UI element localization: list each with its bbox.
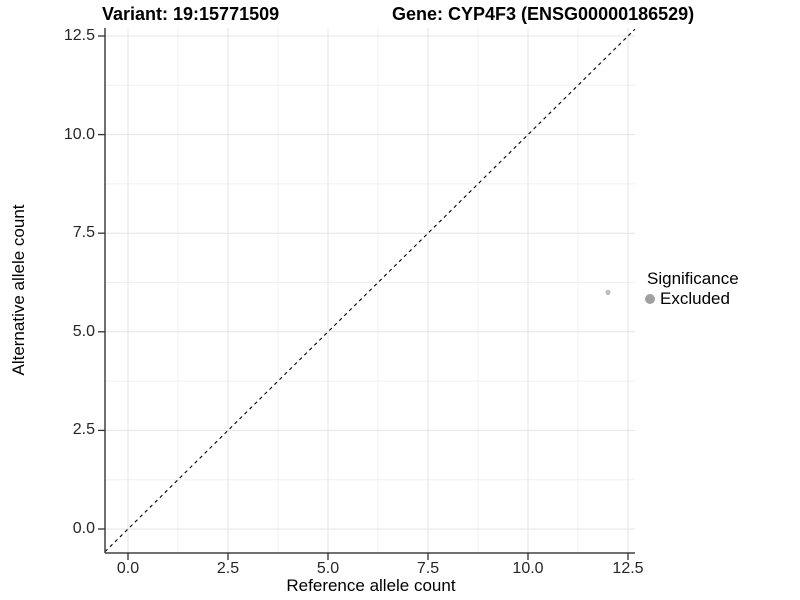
identity-line [104,28,636,553]
legend-item: Excluded [645,289,739,309]
x-axis-title: Reference allele count [286,576,456,595]
y-axis-title: Alternative allele count [9,204,28,376]
plot-title-variant: Variant: 19:15771509 [102,4,280,24]
x-tick-label: 0.0 [116,560,140,577]
y-tick-label: 2.5 [72,421,95,439]
legend-title: Significance [647,269,739,288]
x-tick-label: 10.0 [512,560,544,577]
y-tick-label: 0.0 [72,520,95,537]
x-tick-label: 5.0 [316,560,340,577]
x-tick-label: 12.5 [612,560,644,577]
legend-key-dot-icon [645,294,655,304]
x-tick-label: 2.5 [216,560,240,577]
y-tick-label: 12.5 [63,27,95,44]
y-tick-label: 7.5 [72,224,95,242]
data-point [605,289,611,295]
plot-title-gene: Gene: CYP4F3 (ENSG00000186529) [392,4,695,24]
y-tick-label: 5.0 [72,322,95,340]
legend-item-label: Excluded [660,289,730,308]
legend: Significance Excluded [645,268,739,309]
legend-items: Excluded [645,289,739,309]
x-tick-label: 7.5 [416,560,440,577]
y-tick-label: 10.0 [63,125,95,143]
